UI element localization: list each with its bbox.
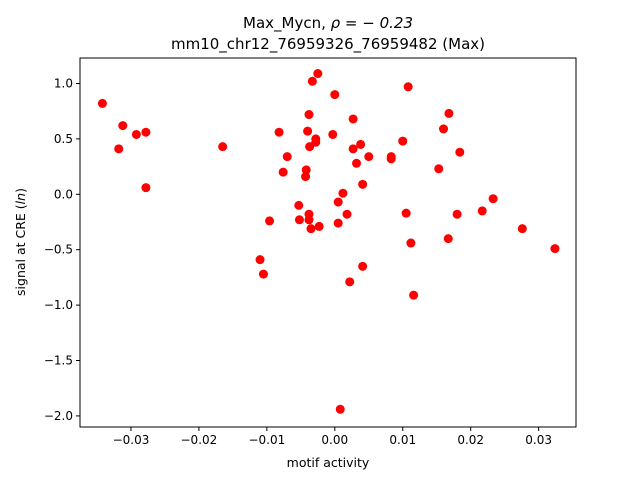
y-tick-label: 0.0 (54, 187, 73, 201)
data-point (330, 90, 340, 100)
data-point (352, 158, 362, 168)
data-point (358, 261, 368, 271)
data-point (304, 215, 314, 225)
y-tick-label: −2.0 (44, 409, 73, 423)
chart-title-rho: ρ = − 0.23 (331, 14, 413, 32)
data-point (356, 139, 366, 149)
x-tick-label: −0.01 (248, 433, 285, 447)
y-axis-label-suffix: ) (13, 188, 28, 193)
data-point (401, 208, 411, 218)
data-point (282, 152, 292, 162)
data-point (348, 114, 358, 124)
data-point (550, 244, 560, 254)
y-axis-label-italic: ln (13, 193, 28, 204)
data-point (131, 129, 141, 139)
data-point (314, 221, 324, 231)
x-tick-label: −0.02 (181, 433, 218, 447)
y-axis-label-prefix: signal at CRE ( (13, 204, 28, 296)
data-point (306, 224, 316, 234)
data-point (114, 144, 124, 154)
data-point (141, 183, 151, 193)
y-tick-label: −1.5 (44, 354, 73, 368)
data-point (477, 206, 487, 216)
x-tick-label: 0.01 (389, 433, 416, 447)
data-point (218, 142, 228, 152)
data-point (335, 404, 345, 414)
data-point (313, 69, 323, 79)
y-tick-label: −1.0 (44, 298, 73, 312)
data-point (301, 165, 311, 175)
plot-frame (79, 57, 577, 428)
data-point (328, 129, 338, 139)
data-point (258, 269, 268, 279)
data-point (348, 144, 358, 154)
data-point (307, 76, 317, 86)
data-point (517, 224, 527, 234)
data-point (386, 154, 396, 164)
x-tick-label: 0.03 (525, 433, 552, 447)
chart-title-line1: Max_Mycn, ρ = − 0.23 (243, 14, 413, 33)
points-layer (97, 69, 560, 414)
data-point (364, 152, 374, 162)
x-tick-label: 0.00 (321, 433, 348, 447)
data-point (439, 124, 449, 134)
data-point (303, 126, 313, 136)
data-point (304, 110, 314, 120)
data-point (333, 197, 343, 207)
x-tick-label: 0.02 (457, 433, 484, 447)
y-tick-label: −0.5 (44, 243, 73, 257)
data-point (455, 147, 465, 157)
data-point (255, 255, 265, 265)
data-point (443, 234, 453, 244)
data-point (345, 277, 355, 287)
data-point (141, 127, 151, 137)
data-point (409, 290, 419, 300)
data-point (406, 238, 416, 248)
data-point (338, 188, 348, 198)
data-point (294, 215, 304, 225)
x-axis-label: motif activity (287, 455, 370, 470)
y-tick-label: 1.0 (54, 76, 73, 90)
data-point (294, 200, 304, 210)
data-point (398, 136, 408, 146)
data-point (342, 209, 352, 219)
y-axis-ticks: −2.0 −1.5 −1.0 −0.5 0.0 0.5 1.0 (44, 76, 80, 423)
data-point (444, 108, 454, 118)
data-point (488, 194, 498, 204)
x-tick-label: −0.03 (113, 433, 150, 447)
x-axis-ticks: −0.03 −0.02 −0.01 0.00 0.01 0.02 0.03 (113, 427, 552, 447)
chart-title-name: Max_Mycn, (243, 14, 331, 33)
y-tick-label: 0.5 (54, 132, 73, 146)
chart-title-line2: mm10_chr12_76959326_76959482 (Max) (171, 35, 485, 54)
data-point (278, 167, 288, 177)
data-point (265, 216, 275, 226)
data-point (274, 127, 284, 137)
data-point (452, 209, 462, 219)
data-point (434, 164, 444, 174)
data-point (333, 218, 343, 228)
data-point (301, 172, 311, 182)
data-point (403, 82, 413, 92)
y-axis-label: signal at CRE (ln) (13, 188, 28, 296)
data-point (118, 121, 128, 131)
data-point (311, 137, 321, 147)
data-point (358, 179, 368, 189)
data-point (97, 98, 107, 108)
